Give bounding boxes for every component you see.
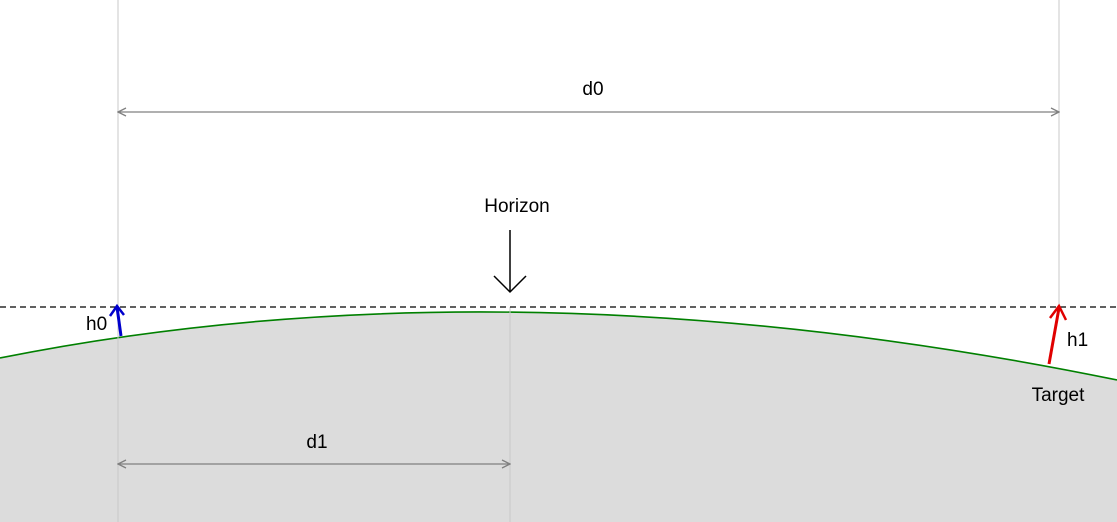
horizon-label: Horizon xyxy=(484,196,549,217)
h0-label: h0 xyxy=(86,314,107,335)
d0-label: d0 xyxy=(582,79,603,100)
target-label: Target xyxy=(1032,385,1086,406)
d1-label: d1 xyxy=(306,432,327,453)
down-arrow-icon xyxy=(493,230,527,294)
earth-surface-outline xyxy=(0,311,1117,381)
h1-label: h1 xyxy=(1067,330,1088,351)
earth-surface xyxy=(0,311,1117,522)
h1-up-arrow-icon xyxy=(1047,303,1068,365)
h0-up-arrow-icon xyxy=(108,303,125,337)
